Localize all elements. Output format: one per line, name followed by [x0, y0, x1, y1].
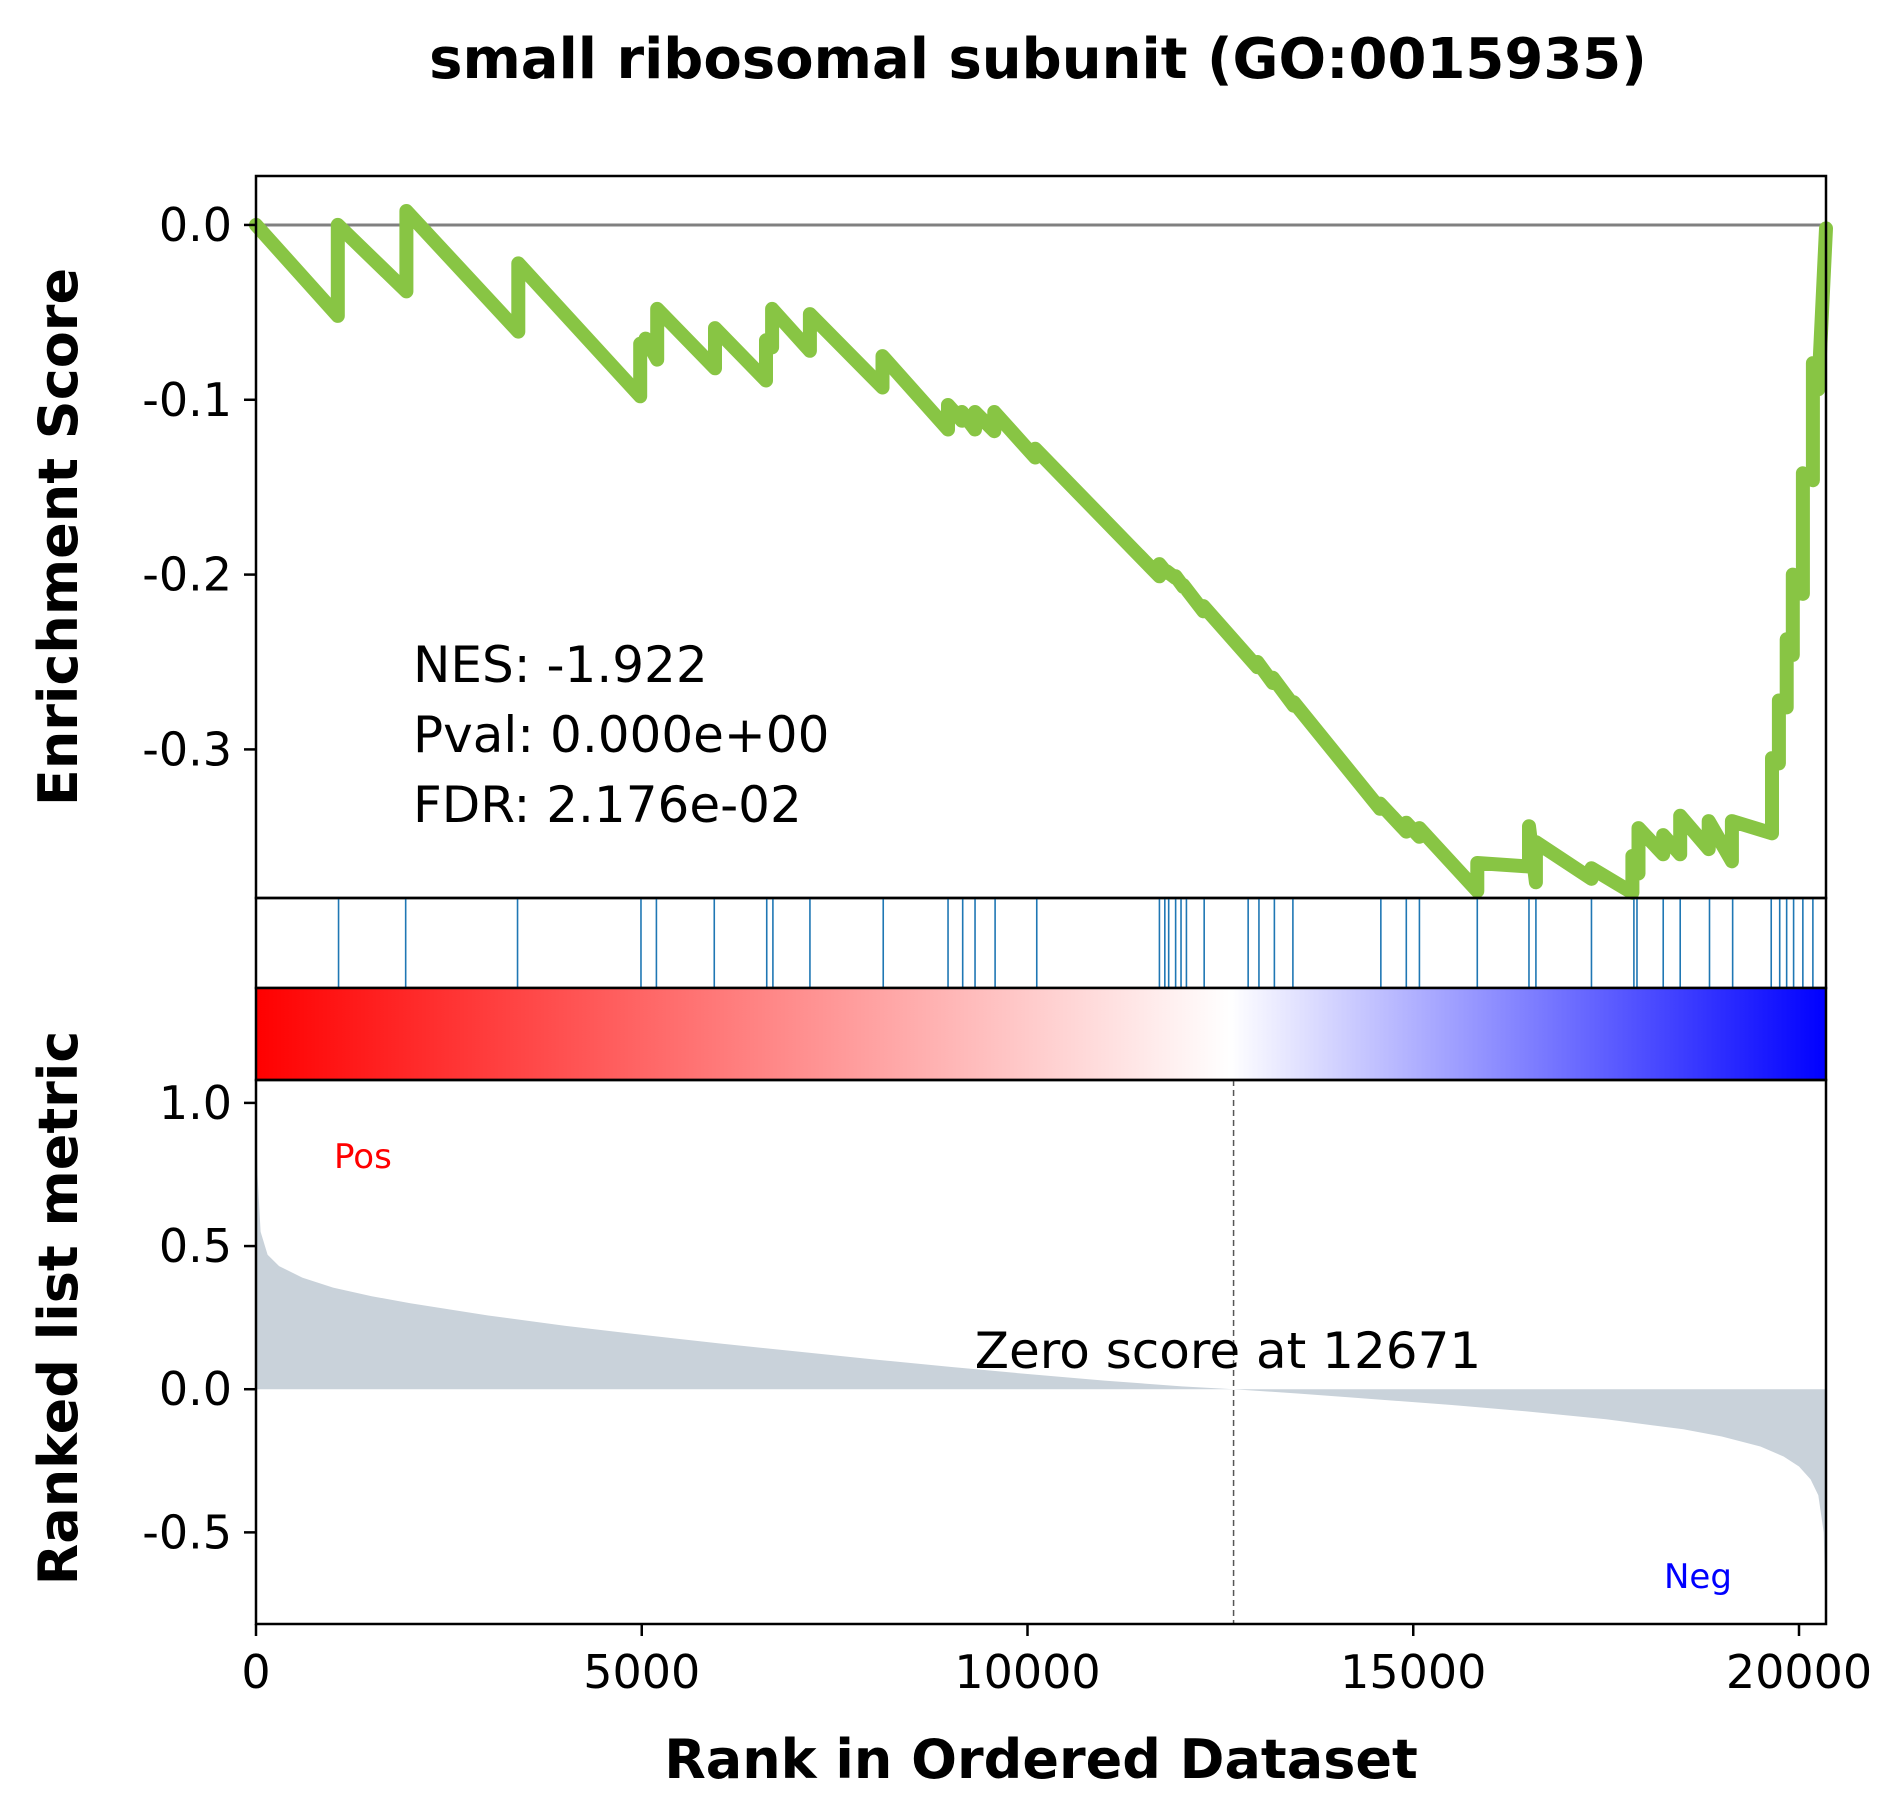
- x-tick-label: 10000: [954, 1645, 1100, 1699]
- gene-hits-panel: [254, 896, 1828, 990]
- fdr-label: FDR: 2.176e-02: [413, 776, 802, 834]
- es-y-tick-label: 0.0: [159, 198, 232, 252]
- ranked-metric-panel: Zero score at 12671 Pos Neg 1.0 0.5 0.0 -0.…: [27, 1031, 1828, 1626]
- neg-label: Neg: [1664, 1557, 1732, 1597]
- ranked-metric-area: [256, 1102, 1826, 1624]
- x-tick-label: 0: [241, 1645, 270, 1699]
- es-y-ticks: 0.0 -0.1 -0.2 -0.3: [142, 198, 256, 776]
- metric-y-tick-label: 0.5: [159, 1219, 232, 1273]
- x-tick-label: 5000: [583, 1645, 700, 1699]
- chart-title: small ribosomal subunit (GO:0015935): [429, 27, 1647, 92]
- es-y-tick-label: -0.2: [142, 548, 232, 602]
- metric-panel-frame: [254, 1078, 1828, 1626]
- metric-y-axis-label: Ranked list metric: [27, 1031, 90, 1586]
- pval-label: Pval: 0.000e+00: [413, 706, 829, 764]
- metric-y-ticks: 1.0 0.5 0.0 -0.5: [142, 1076, 256, 1559]
- enrichment-score-panel: 0.0 -0.1 -0.2 -0.3 NES: -1.922 Pval: 0.000e…: [27, 174, 1833, 900]
- metric-y-tick-label: 0.0: [159, 1362, 232, 1416]
- es-y-tick-label: -0.3: [142, 722, 232, 776]
- x-axis-label: Rank in Ordered Dataset: [664, 1728, 1418, 1791]
- pos-label: Pos: [334, 1137, 392, 1177]
- hits-panel-frame: [254, 896, 1828, 990]
- x-tick-label: 15000: [1340, 1645, 1486, 1699]
- enrichment-score-curve: [249, 204, 1833, 900]
- nes-label: NES: -1.922: [413, 636, 708, 694]
- es-y-tick-label: -0.1: [142, 373, 232, 427]
- metric-y-tick-label: -0.5: [142, 1505, 232, 1559]
- metric-y-tick-label: 1.0: [159, 1076, 232, 1130]
- x-ticks: 0 5000 10000 15000 20000: [241, 1624, 1872, 1699]
- es-y-axis-label: Enrichment Score: [27, 268, 90, 806]
- x-tick-label: 20000: [1726, 1645, 1872, 1699]
- rank-colorbar: [256, 988, 1826, 1080]
- zero-score-label: Zero score at 12671: [975, 1322, 1481, 1380]
- hit-lines: [337, 898, 1814, 988]
